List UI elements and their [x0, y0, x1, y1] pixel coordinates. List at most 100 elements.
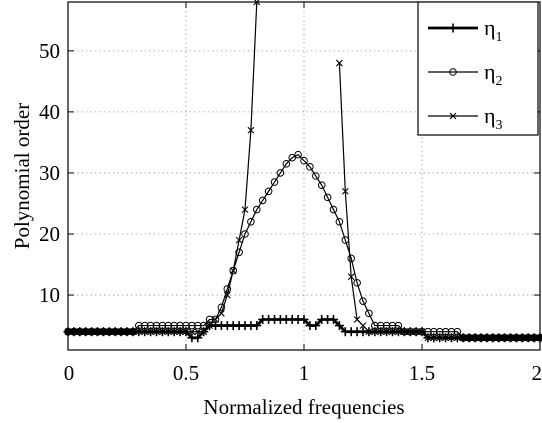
x-tick-label: 0.5: [173, 361, 199, 385]
x-marker: [247, 126, 255, 134]
dot-marker: [117, 327, 125, 336]
x-marker: [412, 328, 420, 336]
plus-marker: [448, 23, 458, 33]
circle-marker: [382, 321, 391, 330]
circle-marker: [199, 321, 208, 330]
dot-marker: [500, 333, 509, 342]
circle-marker: [247, 217, 255, 226]
x-marker: [141, 328, 149, 336]
dot-marker: [465, 333, 474, 342]
y-tick-label: 20: [39, 222, 60, 246]
dot-marker: [87, 327, 96, 336]
x-marker: [442, 334, 449, 342]
circle-marker: [211, 315, 220, 324]
y-tick-label: 10: [39, 283, 60, 307]
x-marker: [223, 291, 231, 299]
circle-marker: [288, 153, 297, 162]
circle-marker: [241, 230, 249, 238]
x-marker: [341, 187, 349, 195]
x-marker: [353, 316, 361, 323]
dot-marker: [459, 333, 468, 342]
circle-marker: [365, 309, 373, 318]
circle-marker: [223, 285, 232, 293]
x-marker: [359, 322, 367, 329]
dot-marker: [93, 327, 102, 336]
dot-marker: [530, 333, 538, 342]
circle-marker: [294, 150, 302, 159]
dot-marker: [512, 333, 521, 342]
dot-marker: [70, 327, 78, 336]
dot-marker: [471, 333, 479, 342]
circle-marker: [229, 266, 237, 275]
x-marker: [336, 59, 343, 67]
plus-marker: [329, 314, 338, 324]
x-marker: [194, 328, 202, 336]
x-marker: [400, 328, 408, 336]
circle-marker: [205, 315, 214, 324]
y-tick-label: 40: [39, 100, 60, 124]
circle-marker: [323, 193, 332, 202]
circle-marker: [170, 321, 178, 330]
circle-marker: [258, 196, 267, 205]
x-marker: [383, 328, 390, 336]
circle-marker: [449, 68, 457, 76]
circle-marker: [317, 181, 326, 189]
x-tick-label: 0: [64, 361, 75, 385]
axis-ticks: 0 0.5 1 1.5 2 10 20 30 40 50: [39, 2, 542, 385]
circle-marker: [430, 327, 438, 336]
plus-marker: [299, 314, 309, 324]
x-marker: [200, 328, 208, 336]
circle-marker: [371, 321, 379, 330]
circle-marker: [300, 156, 308, 165]
circle-marker: [347, 254, 356, 263]
dot-marker: [506, 333, 515, 342]
x-marker: [395, 328, 402, 336]
circle-marker: [135, 321, 143, 330]
overlap-dots: [64, 327, 542, 342]
x-marker: [371, 328, 379, 336]
dot-marker: [524, 333, 532, 342]
circle-marker: [252, 205, 261, 214]
legend-label-base: η: [484, 15, 496, 40]
dot-marker: [489, 333, 497, 342]
circle-marker: [270, 178, 279, 186]
legend-label: η1: [484, 15, 503, 45]
x-marker: [176, 328, 184, 336]
legend-label: η3: [484, 103, 503, 133]
x-marker: [153, 328, 160, 336]
legend-label-subscript: 1: [496, 30, 503, 45]
circle-marker: [235, 248, 243, 257]
y-axis-title: Polynomial order: [10, 103, 34, 249]
circle-marker: [164, 321, 173, 330]
dot-marker: [76, 327, 84, 336]
series-eta2: [64, 150, 542, 342]
circle-marker: [359, 297, 367, 305]
x-marker: [170, 328, 178, 336]
plus-marker: [311, 321, 321, 331]
circle-marker: [158, 321, 167, 330]
circle-marker: [276, 169, 285, 177]
x-marker: [436, 334, 444, 342]
x-tick-label: 2: [532, 361, 542, 385]
y-tick-label: 30: [39, 161, 60, 185]
dot-marker: [483, 333, 491, 342]
legend-label-base: η: [484, 59, 496, 84]
series-layer: [63, 0, 542, 343]
x-marker: [454, 334, 461, 342]
circle-marker: [194, 321, 202, 330]
dot-marker: [518, 333, 527, 342]
circle-marker: [435, 327, 444, 336]
x-marker: [430, 334, 438, 342]
circle-marker: [447, 327, 456, 336]
x-marker: [229, 267, 237, 275]
x-marker: [164, 328, 172, 336]
circle-marker: [453, 327, 462, 336]
circle-marker: [353, 279, 361, 287]
x-marker: [235, 236, 243, 244]
x-marker: [406, 328, 414, 336]
circle-marker: [306, 163, 314, 171]
x-marker: [448, 334, 455, 342]
legend-box: [417, 1, 539, 136]
